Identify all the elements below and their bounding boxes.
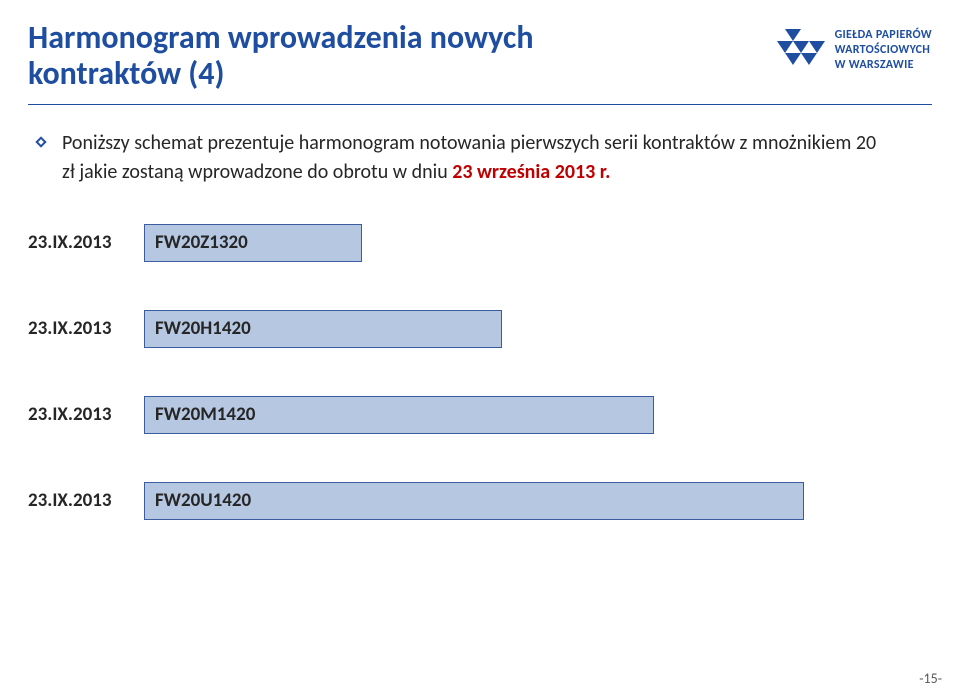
- date-label: 23.IX.2013: [28, 317, 144, 340]
- date-label: 23.IX.2013: [28, 403, 144, 426]
- schedule-row: 23.IX.2013FW20H1420: [28, 309, 502, 349]
- contract-bar: FW20U1420: [144, 482, 804, 520]
- intro-paragraph: Poniższy schemat prezentuje harmonogram …: [62, 129, 882, 187]
- gpw-logo-icon: [771, 26, 825, 74]
- page-title: Harmonogram wprowadzenia nowych kontrakt…: [28, 20, 668, 92]
- contract-bar: FW20Z1320: [144, 224, 362, 262]
- header: Harmonogram wprowadzenia nowych kontrakt…: [28, 20, 932, 92]
- logo-line-1: GIEŁDA PAPIERÓW: [835, 28, 932, 43]
- date-label: 23.IX.2013: [28, 489, 144, 512]
- contract-bar: FW20H1420: [144, 310, 502, 348]
- gpw-logo-text: GIEŁDA PAPIERÓW WARTOŚCIOWYCH W WARSZAWI…: [835, 28, 932, 73]
- page-number: -15-: [919, 670, 942, 687]
- logo-line-3: W WARSZAWIE: [835, 58, 932, 73]
- slide: Harmonogram wprowadzenia nowych kontrakt…: [0, 0, 960, 697]
- contract-bar: FW20M1420: [144, 396, 654, 434]
- logo-line-2: WARTOŚCIOWYCH: [835, 43, 932, 58]
- gpw-logo: GIEŁDA PAPIERÓW WARTOŚCIOWYCH W WARSZAWI…: [771, 26, 932, 74]
- diamond-bullet-icon: [34, 135, 48, 149]
- schedule-chart: 23.IX.2013FW20Z132023.IX.2013FW20H142023…: [28, 213, 932, 573]
- date-label: 23.IX.2013: [28, 231, 144, 254]
- header-rule: [28, 104, 932, 105]
- schedule-row: 23.IX.2013FW20M1420: [28, 395, 654, 435]
- intro-highlight: 23 września 2013 r.: [452, 160, 610, 184]
- schedule-row: 23.IX.2013FW20Z1320: [28, 223, 362, 263]
- schedule-row: 23.IX.2013FW20U1420: [28, 481, 804, 521]
